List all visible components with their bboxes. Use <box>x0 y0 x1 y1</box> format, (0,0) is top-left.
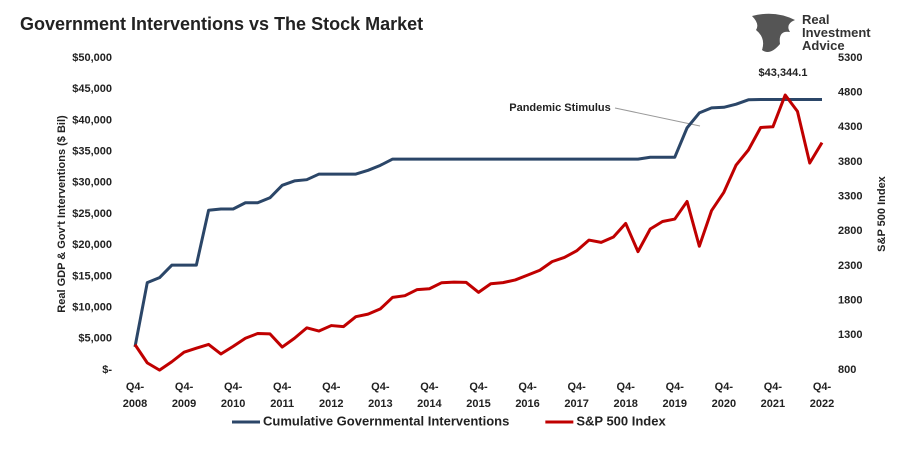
x-tick-label: Q4- 2018 <box>613 381 638 410</box>
y2-tick-label: 2300 <box>838 260 862 272</box>
x-tick-label: Q4- 2022 <box>809 381 835 410</box>
y-tick-label: $25,000 <box>72 208 112 220</box>
x-tick-label: Q4- 2012 <box>319 381 344 410</box>
series-line <box>133 93 824 372</box>
y-tick-label: $45,000 <box>72 83 112 95</box>
x-tick-label: Q4- 2019 <box>662 381 688 410</box>
y-axis-label: Real GDP & Gov't Interventions ($ Bil) <box>56 115 68 313</box>
y-tick-label: $35,000 <box>72 146 112 158</box>
y-tick-label: $10,000 <box>72 302 112 314</box>
y-tick-label: $5,000 <box>78 333 112 345</box>
x-tick-label: Q4- 2011 <box>270 381 295 410</box>
logo-text: Real Investment Advice <box>802 12 871 53</box>
y2-tick-label: 4300 <box>838 121 862 133</box>
x-tick-label: Q4- 2017 <box>564 381 589 410</box>
y2-tick-label: 5300 <box>838 52 862 64</box>
annotation: Pandemic Stimulus <box>509 102 610 114</box>
y-tick-label: $50,000 <box>72 52 112 64</box>
x-tick-label: Q4- 2009 <box>171 381 197 410</box>
legend-label: S&P 500 Index <box>576 413 666 428</box>
logo-mark <box>752 13 795 52</box>
y-tick-label: $30,000 <box>72 177 112 189</box>
x-tick-label: Q4- 2010 <box>220 381 246 410</box>
y-tick-label: $- <box>102 364 112 376</box>
x-tick-label: Q4- 2020 <box>711 381 737 410</box>
x-tick-label: Q4- 2021 <box>760 381 786 410</box>
y2-tick-label: 4800 <box>838 87 862 99</box>
y2-tick-label: 800 <box>838 364 856 376</box>
y2-tick-label: 2800 <box>838 225 862 237</box>
x-tick-label: Q4- 2016 <box>515 381 540 410</box>
y-tick-label: $20,000 <box>72 239 112 251</box>
chart-title: Government Interventions vs The Stock Ma… <box>20 14 423 34</box>
legend-label: Cumulative Governmental Interventions <box>263 413 509 428</box>
series-line <box>133 98 822 348</box>
annotation: $43,344.1 <box>759 67 808 79</box>
x-tick-label: Q4- 2015 <box>466 381 491 410</box>
y-tick-label: $15,000 <box>72 270 112 282</box>
y-tick-label: $40,000 <box>72 114 112 126</box>
y2-tick-label: 1300 <box>838 329 862 341</box>
y2-tick-label: 3800 <box>838 156 862 168</box>
annotation-leader <box>614 107 701 127</box>
x-tick-label: Q4- 2014 <box>417 381 442 410</box>
y2-tick-label: 3300 <box>838 191 862 203</box>
y2-axis-label: S&P 500 Index <box>876 175 888 251</box>
x-tick-label: Q4- 2008 <box>122 381 148 410</box>
x-tick-label: Q4- 2013 <box>368 381 393 410</box>
y2-tick-label: 1800 <box>838 295 862 307</box>
